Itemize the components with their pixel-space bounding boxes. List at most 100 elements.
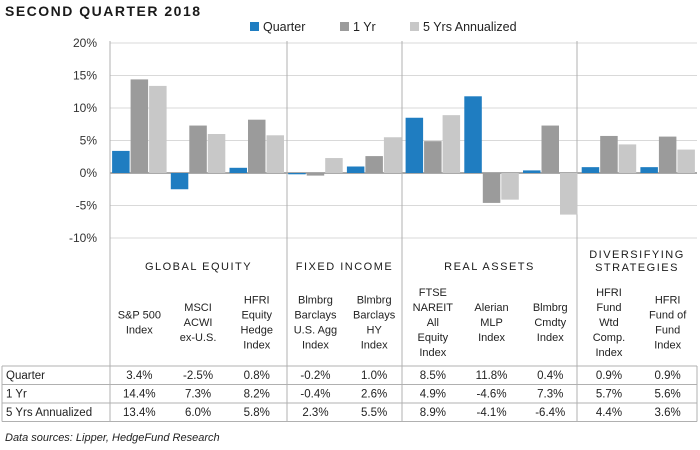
category-label: Cmdty — [534, 317, 566, 329]
table-cell: 8.5% — [420, 370, 446, 382]
table-cell: -4.6% — [477, 389, 507, 401]
category-label: All — [427, 317, 439, 329]
bar-quarter — [112, 150, 130, 173]
category-label: S&P 500 — [118, 310, 161, 322]
table-cell: 14.4% — [123, 389, 156, 401]
category-label: Index — [243, 340, 270, 352]
category-labels: GLOBAL EQUITY FIXED INCOME REAL ASSETS DIVE… — [118, 249, 688, 359]
table-row-label: Quarter — [6, 370, 45, 382]
table-cell: 5.6% — [655, 389, 681, 401]
legend: Quarter 1 Yr 5 Yrs Annualized — [250, 20, 517, 34]
group-label: DIVERSIFYING — [589, 249, 685, 261]
bar-one_yr — [248, 119, 266, 173]
legend-label-quarter: Quarter — [263, 20, 305, 34]
table-cell: -4.1% — [477, 407, 507, 419]
bar-one_yr — [541, 125, 559, 173]
category-label: Fund — [596, 302, 621, 314]
table-cell: 13.4% — [123, 407, 156, 419]
bar-quarter — [288, 173, 306, 175]
bar-one_yr — [658, 136, 677, 173]
table-cell: -0.2% — [300, 370, 330, 382]
bar-quarter — [170, 173, 189, 190]
table-cell: -0.4% — [300, 389, 330, 401]
category-label: Index — [654, 340, 681, 352]
y-tick-label: 15% — [73, 69, 97, 83]
table-cell: 4.4% — [596, 407, 622, 419]
table-row-label: 1 Yr — [6, 389, 27, 401]
bar-one_yr — [130, 79, 149, 173]
legend-swatch-five_yr — [410, 22, 419, 31]
table-cell: -6.4% — [535, 407, 565, 419]
category-label: MLP — [480, 317, 503, 329]
bar-five_yr — [501, 173, 519, 200]
table-cell: 8.2% — [244, 389, 270, 401]
bar-one_yr — [189, 125, 207, 173]
category-label: Fund of — [649, 310, 687, 322]
table-cell: 7.3% — [537, 389, 563, 401]
bar-five_yr — [442, 115, 461, 173]
group-separators — [109, 41, 698, 422]
category-label: Comp. — [593, 332, 625, 344]
category-label: Index — [595, 347, 622, 359]
data-table: Quarter 3.4% -2.5% 0.8% -0.2% 1.0% 8.5% 11.8% 0.… — [1, 365, 697, 422]
table-cell: 2.6% — [361, 389, 387, 401]
page-title: SECOND QUARTER 2018 — [5, 3, 202, 19]
legend-label-five_yr: 5 Yrs Annualized — [423, 20, 517, 34]
category-label: Blmbrg — [298, 295, 333, 307]
bar-quarter — [523, 170, 541, 173]
returns-chart: 20% 15% 10% 5% 0% -5% -10% Quarter 1 Yr 5 Yrs An… — [1, 20, 698, 422]
y-tick-label: 10% — [73, 101, 97, 115]
category-label: Index — [537, 332, 564, 344]
bar-one_yr — [600, 135, 618, 173]
category-label: Equity — [241, 310, 272, 322]
group-label: REAL ASSETS — [444, 261, 535, 273]
table-cell: 0.4% — [537, 370, 563, 382]
category-label: NAREIT — [413, 302, 454, 314]
table-cell: -2.5% — [183, 370, 213, 382]
category-label: Alerian — [474, 302, 508, 314]
category-label: Blmbrg — [533, 302, 568, 314]
group-label: FIXED INCOME — [296, 261, 393, 273]
table-cell: 8.9% — [420, 407, 446, 419]
category-label: HFRI — [655, 295, 681, 307]
category-label: FTSE — [419, 287, 447, 299]
bar-five_yr — [266, 135, 284, 173]
bar-one_yr — [482, 173, 501, 203]
category-label: Equity — [418, 332, 449, 344]
table-cell: 3.6% — [655, 407, 681, 419]
category-label: ACWI — [184, 317, 213, 329]
legend-swatch-one_yr — [340, 22, 349, 31]
table-cell: 5.8% — [244, 407, 270, 419]
bar-five_yr — [207, 134, 226, 173]
bars — [112, 79, 695, 215]
bar-quarter — [640, 167, 658, 173]
table-cell: 0.8% — [244, 370, 270, 382]
group-label: GLOBAL EQUITY — [145, 261, 252, 273]
category-label: HFRI — [596, 287, 622, 299]
table-cell: 2.3% — [302, 407, 328, 419]
bar-quarter — [405, 117, 424, 173]
bar-five_yr — [677, 149, 695, 173]
bar-five_yr — [618, 144, 637, 173]
category-label: Index — [302, 340, 329, 352]
category-label: ex-U.S. — [180, 332, 217, 344]
bar-one_yr — [365, 156, 383, 173]
grid-lines — [110, 42, 697, 239]
category-label: Index — [478, 332, 505, 344]
table-cell: 0.9% — [655, 370, 681, 382]
y-tick-label: 5% — [80, 134, 98, 148]
table-cell: 4.9% — [420, 389, 446, 401]
category-label: MSCI — [184, 302, 212, 314]
bar-one_yr — [424, 141, 442, 173]
category-label: HY — [367, 325, 383, 337]
category-label: Wtd — [599, 317, 619, 329]
category-label: Index — [361, 340, 388, 352]
y-axis: 20% 15% 10% 5% 0% -5% -10% — [69, 36, 97, 245]
y-tick-label: -10% — [69, 231, 97, 245]
category-label: Blmbrg — [357, 295, 392, 307]
bar-five_yr — [383, 137, 402, 173]
category-label: Barclays — [353, 310, 396, 322]
table-row-label: 5 Yrs Annualized — [6, 407, 92, 419]
bar-one_yr — [306, 173, 325, 176]
bar-quarter — [346, 166, 365, 173]
